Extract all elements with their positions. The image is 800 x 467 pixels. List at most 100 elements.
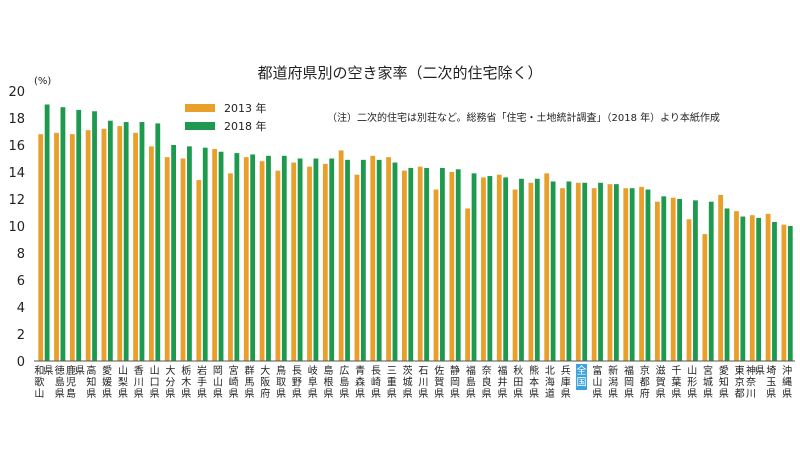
x-tick-label: 愛媛県 [102,364,112,400]
bar-2018 [44,104,50,361]
bar-2013 [591,188,597,361]
bar-2013 [544,173,550,361]
y-axis: 0 2 4 6 8 10 12 14 16 18 20 [8,85,25,370]
x-tick-label: 鹿児島県 [66,364,85,400]
bar-2018 [613,184,619,361]
x-tick-label: 鳥取県 [276,364,286,400]
bar-2013 [291,162,297,361]
bar-2018 [645,189,651,361]
bar-2018 [661,196,667,361]
bar-2013 [465,208,471,361]
bar-2013 [322,163,328,361]
x-tick-label: 岩手県 [197,364,207,400]
bar-2018 [376,159,382,361]
bar-2018 [392,162,398,361]
bar-2018 [92,111,97,361]
x-tick-label: 滋賀県 [656,364,666,400]
bar-2018 [756,217,762,361]
bar-2013 [69,134,75,361]
bar-2013 [781,224,787,361]
x-tick-label: 石川県 [418,366,428,400]
bar-2013 [496,174,502,361]
bar-2013 [38,134,44,361]
bar-2018 [155,123,161,362]
bar-2018 [313,158,319,361]
bar-2013 [623,188,629,361]
bar-2013 [639,186,644,361]
bar-2013 [734,211,739,361]
chart-title: 都道府県別の空き家率（二次的住宅除く） [257,64,542,82]
bar-2013 [702,234,708,361]
x-tick-label: 栃木県 [181,364,191,400]
bar-2018 [329,158,335,361]
x-tick-label: 富山県 [592,364,602,400]
x-tick-label: 宮崎県 [229,364,239,400]
bars [38,104,793,362]
x-tick-label: 秋田県 [513,364,523,400]
bar-2018 [598,182,603,361]
bar-2013 [85,130,91,361]
y-tick-label: 8 [17,247,25,262]
bar-2013 [338,150,344,361]
x-tick-label: 茨城県 [403,364,413,400]
x-tick-label: 香川県 [134,365,144,400]
bar-2013 [481,177,486,361]
bar-2013 [370,155,376,361]
y-tick-label: 16 [8,139,25,154]
bar-2013 [259,161,265,361]
bar-2013 [417,166,423,361]
bar-2018 [107,120,113,361]
bar-2018 [139,122,145,361]
x-tick-label: 千葉県 [671,365,681,400]
x-tick-label: 埼玉県 [766,364,776,400]
bar-2018 [724,208,730,361]
bar-2018 [787,226,793,361]
bar-2018 [487,176,493,361]
bar-2018 [503,177,509,361]
x-tick-label: 福島県 [466,364,476,400]
bar-2013 [749,215,755,361]
bar-2013 [196,180,202,361]
bar-2018 [519,178,524,361]
bar-2018 [202,147,208,361]
bar-2018 [234,153,240,361]
legend-label-2013: 2013 年 [224,101,267,115]
bar-2018 [471,173,477,361]
bar-2013 [307,166,312,361]
x-tick-label: 東京都 [735,364,745,400]
bar-2013 [354,174,360,361]
bar-2013 [765,213,771,361]
bar-2013 [180,158,186,361]
legend-swatch-2018 [185,122,215,130]
bar-2013 [670,197,676,361]
y-tick-label: 10 [8,220,25,235]
x-tick-label: 兵庫県 [561,364,571,400]
bar-2018 [534,178,540,361]
bar-2018 [566,181,572,361]
x-tick-label: 高知県 [86,364,96,400]
bar-2013 [433,189,439,361]
bar-2013 [575,182,581,361]
legend: 2013 年 2018 年 [185,101,267,133]
x-tick-label: 愛知県 [719,364,729,400]
bar-2013 [528,182,534,361]
bar-2013 [560,188,565,361]
bar-2018 [187,146,192,361]
bar-2013 [386,157,391,361]
legend-label-2018: 2018 年 [224,119,267,133]
bar-2018 [629,188,635,361]
bar-2018 [440,167,445,361]
bar-2018 [60,107,66,361]
x-tick-label: 島根県 [324,364,334,400]
y-tick-label: 14 [8,166,25,181]
bar-2018 [582,182,588,361]
bar-2018 [360,159,366,361]
bar-2018 [408,167,414,361]
x-tick-label: 山口県 [150,365,160,400]
legend-swatch-2013 [185,104,215,112]
y-tick-label: 18 [8,112,25,127]
x-tick-label: 宮城県 [703,364,713,400]
x-tick-label: 長崎県 [371,365,381,400]
